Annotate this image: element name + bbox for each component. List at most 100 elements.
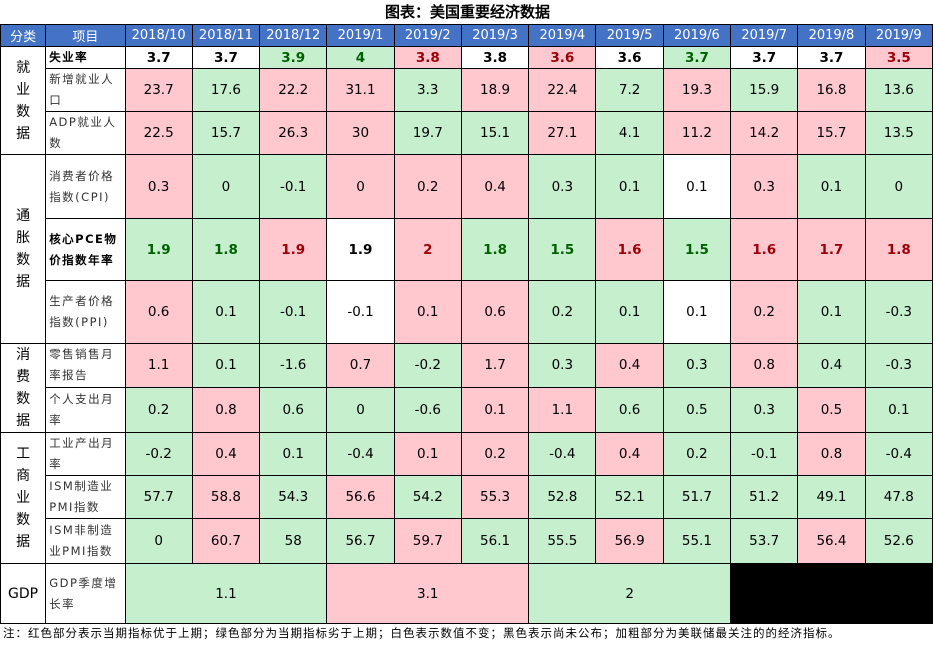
footnote: 注：红色部分表示当期指标优于上期；绿色部分为当期指标劣于上期；白色表示数值不变；…: [3, 626, 841, 640]
table-cell: 52.6: [864, 518, 934, 564]
table-cell: 56.1: [460, 518, 530, 564]
table-cell: 3.7: [191, 46, 261, 69]
header-category: 分类: [0, 24, 47, 47]
table-cell: 31.1: [326, 68, 395, 112]
table-cell: 3.5: [864, 46, 934, 69]
table-cell: 2: [393, 218, 462, 281]
table-cell: 58.8: [191, 475, 261, 519]
table-cell: 14.2: [730, 111, 799, 155]
table-cell: 0.1: [460, 386, 530, 434]
table-cell: 13.6: [864, 68, 934, 112]
table-cell: 0.8: [730, 343, 799, 388]
table-cell: 0.8: [797, 432, 866, 476]
table-cell: 3.6: [595, 46, 664, 69]
table-cell: 0.4: [595, 432, 664, 476]
gdp-value: 2: [528, 563, 732, 624]
indicator-label: 工业产出月率: [45, 432, 126, 476]
table-cell: 0.2: [662, 432, 732, 476]
table-row: ISM非制造业PMI指数 0 60.7 58 56.7 59.7 56.1 55.5 56.9…: [1, 518, 934, 564]
table-cell: 0.7: [326, 343, 395, 388]
category-inflation: 通胀数据: [0, 154, 47, 344]
table-cell: -0.3: [864, 343, 934, 388]
header-month: 2018/10: [124, 24, 193, 47]
indicator-label: ADP就业人数: [45, 111, 126, 155]
table-cell: 1.5: [662, 218, 732, 281]
table-cell: 15.7: [797, 111, 866, 155]
table-cell: 0.4: [797, 343, 866, 388]
table-cell: 51.7: [662, 475, 732, 519]
table-cell: 1.8: [191, 218, 261, 281]
table-cell: 0.6: [595, 386, 664, 434]
table-cell: 60.7: [191, 518, 261, 564]
table-cell: 0.1: [662, 280, 732, 344]
table-cell: 0.3: [528, 154, 597, 219]
table-row: 核心PCE物价指数年率 1.9 1.8 1.9 1.9 2 1.8 1.5 1.6 1.5 1.6…: [1, 218, 934, 281]
table-cell: 3.7: [662, 46, 732, 69]
table-cell: 19.7: [393, 111, 462, 155]
table-cell: 57.7: [124, 475, 193, 519]
table-cell: 0: [191, 154, 261, 219]
table-cell: 22.4: [528, 68, 597, 112]
table-cell: 0.1: [595, 154, 664, 219]
table-cell: 56.9: [595, 518, 664, 564]
table-cell: -0.1: [730, 432, 799, 476]
indicator-label: 生产者价格指数(PPI): [45, 280, 126, 344]
table-cell: 55.5: [528, 518, 597, 564]
table-cell: 59.7: [393, 518, 462, 564]
table-cell: 3.6: [528, 46, 597, 69]
table-row: 个人支出月率 0.2 0.8 0.6 0 -0.6 0.1 1.1 0.6 0.5 0.3 0.5 0…: [1, 386, 934, 434]
table-cell: 16.8: [797, 68, 866, 112]
header-month: 2019/6: [662, 24, 732, 47]
table-cell: -1.6: [259, 343, 328, 388]
header-month: 2019/7: [730, 24, 799, 47]
category-consumption: 消费数据: [0, 343, 47, 433]
gdp-value: 3.1: [326, 563, 530, 624]
header-month: 2019/4: [528, 24, 597, 47]
table-cell: 58: [259, 518, 328, 564]
table-cell: 0.2: [730, 280, 799, 344]
table-cell: 1.7: [797, 218, 866, 281]
indicator-label: 零售销售月率报告: [45, 343, 126, 388]
table-cell: 3.7: [730, 46, 799, 69]
table-cell: -0.1: [259, 154, 328, 219]
table-cell: 1.9: [124, 218, 193, 281]
table-cell: 0.3: [124, 154, 193, 219]
table-title: 图表：美国重要经济数据: [384, 3, 550, 21]
table-cell: 26.3: [259, 111, 328, 155]
indicator-label: GDP季度增长率: [45, 563, 126, 624]
table-cell: 0.1: [191, 280, 261, 344]
gdp-value: 1.1: [124, 563, 328, 624]
table-cell: -0.3: [864, 280, 934, 344]
table-cell: 27.1: [528, 111, 597, 155]
table-cell: 19.3: [662, 68, 732, 112]
table-cell: 54.3: [259, 475, 328, 519]
table-cell: 0.1: [797, 280, 866, 344]
table-cell: 54.2: [393, 475, 462, 519]
indicator-label: 核心PCE物价指数年率: [45, 218, 126, 281]
table-cell: 0.8: [191, 386, 261, 434]
table-cell: 0.2: [393, 154, 462, 219]
header-month: 2019/5: [595, 24, 664, 47]
table-cell: 0.2: [460, 432, 530, 476]
table-cell: 47.8: [864, 475, 934, 519]
table-cell: 3.3: [393, 68, 462, 112]
economic-data-table: 分类 项目 2018/10 2018/11 2018/12 2019/1 201…: [0, 24, 934, 624]
header-item: 项目: [45, 24, 126, 47]
table-cell: 13.5: [864, 111, 934, 155]
header-month: 2019/1: [326, 24, 395, 47]
table-cell: 3.7: [124, 46, 193, 69]
table-cell: 15.9: [730, 68, 799, 112]
table-cell: 55.1: [662, 518, 732, 564]
table-cell: 0.6: [259, 386, 328, 434]
indicator-label: ISM制造业PMI指数: [45, 475, 126, 519]
table-cell: 0.1: [595, 280, 664, 344]
table-cell: 0.2: [528, 280, 597, 344]
table-cell: 51.2: [730, 475, 799, 519]
category-gdp: GDP: [0, 563, 47, 624]
table-cell: 0.3: [730, 386, 799, 434]
table-row: 就业数据 失业率 3.7 3.7 3.9 4 3.8 3.8 3.6 3.6 3.7 3.7 3.7…: [0, 46, 934, 155]
table-cell: 15.1: [460, 111, 530, 155]
table-cell: 18.9: [460, 68, 530, 112]
table-cell: 1.1: [124, 343, 193, 388]
indicator-label: 新增就业人口: [45, 68, 126, 112]
